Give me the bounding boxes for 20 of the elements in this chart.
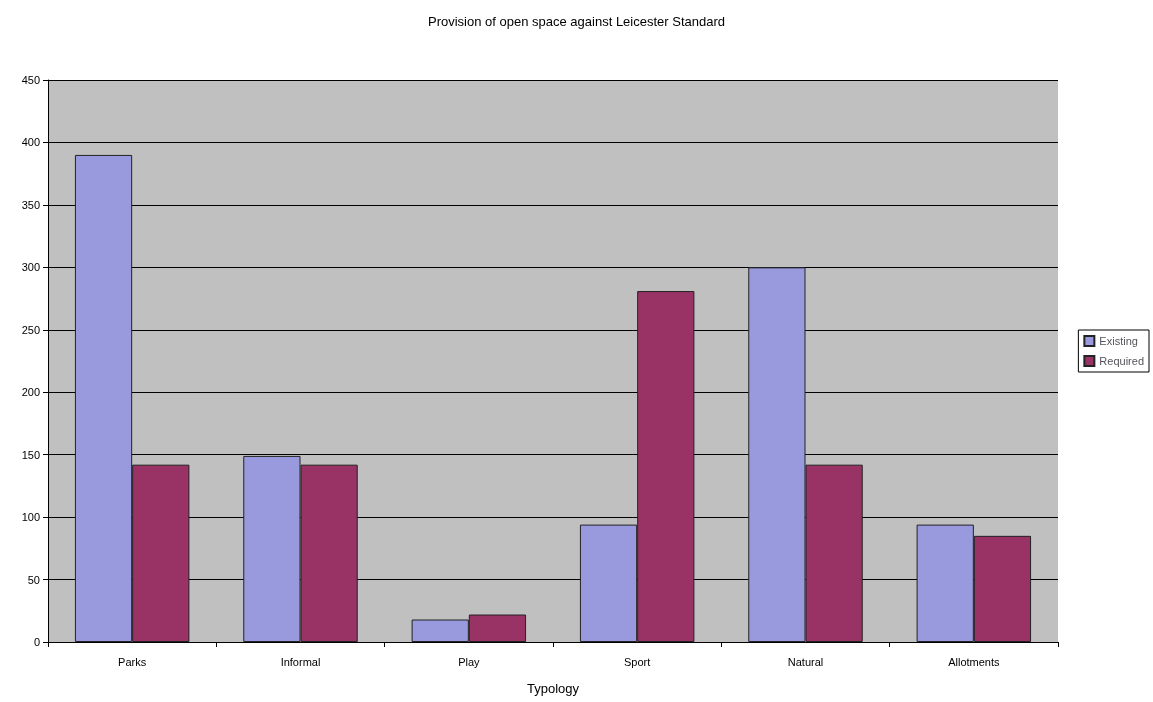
y-tick-label: 150 [21,448,40,461]
x-axis-title: Typology [526,681,580,696]
legend-label: Existing [1099,335,1138,347]
y-tick-label: 200 [21,386,40,399]
legend-label: Required [1099,355,1144,367]
y-tick-label: 100 [21,511,40,524]
chart-title: Provision of open space against Leicester Standard [427,14,726,29]
y-tick-label: 350 [21,198,40,211]
y-tick-label: 50 [27,573,40,586]
x-tick-label: Allotments [948,655,1001,668]
x-tick-label: Parks [118,655,147,668]
y-tick-label: 300 [21,261,40,274]
y-tick-label: 400 [21,136,40,149]
x-tick-label: Natural [787,655,824,668]
x-tick-label: Sport [624,655,651,668]
x-tick-label: Play [458,655,481,668]
y-tick-label: 450 [21,74,40,86]
x-tick-label: Informal [280,655,321,668]
y-tick-label: 0 [33,636,40,648]
y-tick-label: 250 [21,323,40,336]
